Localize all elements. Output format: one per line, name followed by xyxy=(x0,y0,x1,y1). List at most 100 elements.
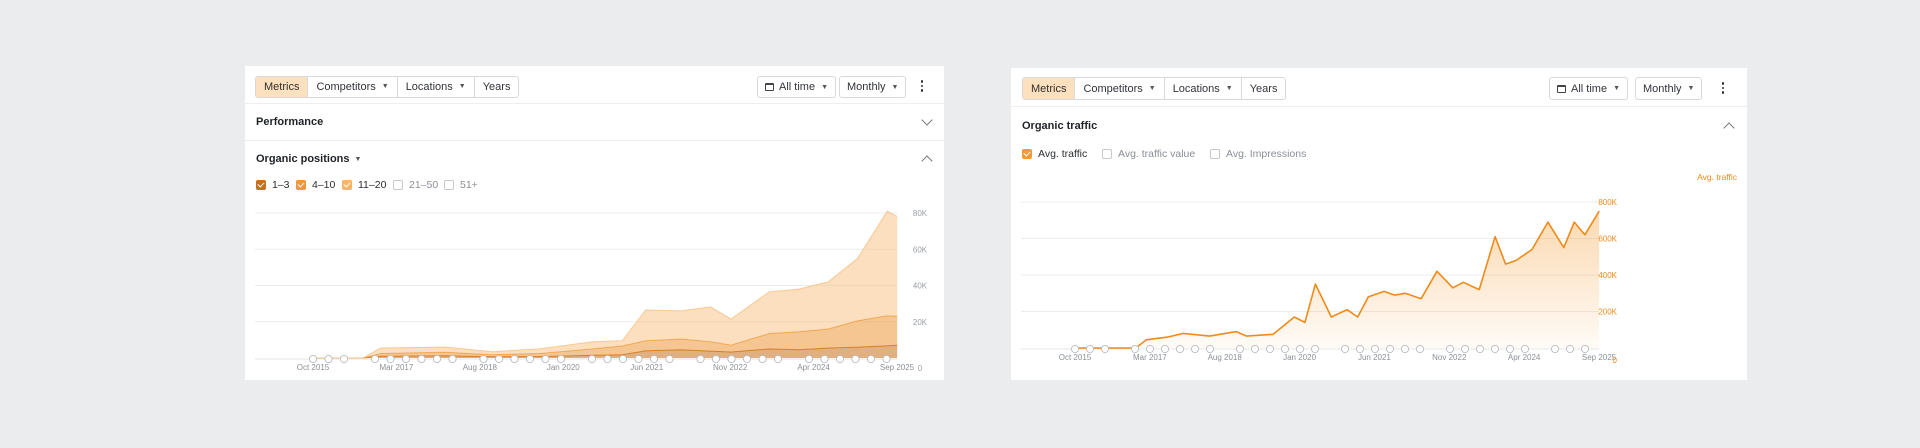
annotation-marker-icon[interactable] xyxy=(804,354,814,364)
annotation-marker-icon[interactable] xyxy=(758,354,767,364)
tab-locations-label: Locations xyxy=(1172,82,1220,95)
tab-competitors[interactable]: Competitors ▼ xyxy=(308,77,398,97)
more-menu-icon[interactable] xyxy=(918,78,926,94)
annotation-marker-icon[interactable] xyxy=(386,354,395,364)
annotation-marker-icon[interactable] xyxy=(1550,344,1560,354)
annotation-marker-icon[interactable] xyxy=(1340,344,1350,354)
annotation-marker-icon[interactable] xyxy=(1565,344,1575,354)
annotation-marker-icon[interactable] xyxy=(479,354,488,364)
annotation-marker-icon[interactable] xyxy=(727,354,736,364)
annotation-marker-icon[interactable] xyxy=(1475,344,1485,354)
annotation-marker-icon[interactable] xyxy=(1505,344,1515,354)
annotation-marker-icon[interactable] xyxy=(1130,344,1140,354)
chevron-down-icon: ▼ xyxy=(458,83,466,90)
annotation-marker-icon[interactable] xyxy=(1100,344,1110,354)
annotation-marker-icon[interactable] xyxy=(339,354,349,364)
annotation-marker-icon[interactable] xyxy=(1085,344,1095,354)
date-range-button[interactable]: All time ▼ xyxy=(757,76,836,98)
annotation-marker-icon[interactable] xyxy=(866,354,876,364)
legend-item-avg-traffic[interactable]: Avg. traffic xyxy=(1022,148,1087,160)
organic-traffic-title[interactable]: Organic traffic xyxy=(1022,120,1098,132)
annotation-marker-icon[interactable] xyxy=(1310,344,1320,354)
legend-item-4-10[interactable]: 4–10 xyxy=(296,179,335,191)
interval-button[interactable]: Monthly ▼ xyxy=(1635,77,1703,100)
annotation-marker-icon[interactable] xyxy=(1070,344,1080,354)
annotation-marker-icon[interactable] xyxy=(1355,344,1365,354)
organic-positions-label: Organic positions xyxy=(256,153,350,165)
tab-years[interactable]: Years xyxy=(482,81,511,93)
annotation-marker-icon[interactable] xyxy=(711,354,721,364)
annotation-marker-icon[interactable] xyxy=(587,354,597,364)
tab-locations[interactable]: Locations ▼ xyxy=(398,77,475,97)
annotation-marker-icon[interactable] xyxy=(556,354,566,364)
legend-item-1-3[interactable]: 1–3 xyxy=(256,179,290,191)
annotation-marker-icon[interactable] xyxy=(1400,344,1410,354)
annotation-marker-icon[interactable] xyxy=(696,354,705,364)
checkbox-checked-icon xyxy=(296,180,306,190)
annotation-marker-icon[interactable] xyxy=(1490,344,1500,354)
annotation-marker-icon[interactable] xyxy=(370,354,380,364)
tab-competitors[interactable]: Competitors ▼ xyxy=(1075,78,1165,99)
legend-item-51-plus[interactable]: 51+ xyxy=(444,179,478,191)
annotation-marker-icon[interactable] xyxy=(742,354,752,364)
legend-label: 21–50 xyxy=(409,179,439,191)
legend-item-avg-traffic-value[interactable]: Avg. traffic value xyxy=(1102,148,1195,160)
annotation-marker-icon[interactable] xyxy=(448,354,457,364)
tab-locations[interactable]: Locations ▼ xyxy=(1165,78,1242,99)
organic-positions-title[interactable]: Organic positions ▼ xyxy=(256,153,361,165)
annotation-marker-icon[interactable] xyxy=(1205,344,1215,354)
date-range-label: All time xyxy=(1571,82,1608,95)
tab-metrics[interactable]: Metrics xyxy=(1023,78,1076,99)
annotation-marker-icon[interactable] xyxy=(494,354,504,364)
tab-metrics[interactable]: Metrics xyxy=(256,77,309,97)
annotation-marker-icon[interactable] xyxy=(417,354,426,364)
tab-years[interactable]: Years xyxy=(1249,82,1278,95)
x-tick-label: Apr 2024 xyxy=(1508,353,1541,362)
annotation-marker-icon[interactable] xyxy=(1145,344,1155,354)
annotation-marker-icon[interactable] xyxy=(820,354,829,364)
annotation-marker-icon[interactable] xyxy=(649,354,659,364)
annotation-marker-icon[interactable] xyxy=(634,354,643,364)
annotation-marker-icon[interactable] xyxy=(324,354,333,364)
organic-positions-panel: Metrics Competitors ▼ Locations ▼ Years Al… xyxy=(245,66,944,380)
organic-traffic-panel: Metrics Competitors ▼ Locations ▼ Years Al… xyxy=(1011,68,1747,380)
legend-label: 1–3 xyxy=(272,179,290,191)
annotation-marker-icon[interactable] xyxy=(432,354,442,364)
annotation-marker-icon[interactable] xyxy=(1520,344,1530,354)
legend-item-avg-impressions[interactable]: Avg. Impressions xyxy=(1210,148,1306,160)
annotation-marker-icon[interactable] xyxy=(1250,344,1260,354)
legend-item-11-20[interactable]: 11–20 xyxy=(342,179,386,191)
annotation-marker-icon[interactable] xyxy=(1295,344,1305,354)
annotation-marker-icon[interactable] xyxy=(851,354,860,364)
area-1–3 xyxy=(313,345,898,358)
legend-item-21-50[interactable]: 21–50 xyxy=(393,179,438,191)
annotation-marker-icon[interactable] xyxy=(401,354,411,364)
annotation-marker-icon[interactable] xyxy=(1265,344,1275,354)
annotation-marker-icon[interactable] xyxy=(1160,344,1170,354)
annotation-marker-icon[interactable] xyxy=(835,354,845,364)
annotation-marker-icon[interactable] xyxy=(1190,344,1200,354)
annotation-marker-icon[interactable] xyxy=(541,354,550,364)
annotation-marker-icon[interactable] xyxy=(1280,344,1290,354)
annotation-marker-icon[interactable] xyxy=(525,354,535,364)
annotation-marker-icon[interactable] xyxy=(618,354,628,364)
annotation-marker-icon[interactable] xyxy=(1460,344,1470,354)
annotation-marker-icon[interactable] xyxy=(308,354,318,364)
interval-button[interactable]: Monthly ▼ xyxy=(839,76,907,98)
annotation-marker-icon[interactable] xyxy=(603,354,612,364)
performance-title[interactable]: Performance xyxy=(256,116,324,128)
annotation-marker-icon[interactable] xyxy=(1370,344,1380,354)
annotation-marker-icon[interactable] xyxy=(1235,344,1245,354)
annotation-marker-icon[interactable] xyxy=(510,354,519,364)
annotation-marker-icon[interactable] xyxy=(665,354,674,364)
date-range-button[interactable]: All time ▼ xyxy=(1549,77,1628,100)
more-menu-icon[interactable] xyxy=(1719,80,1727,96)
annotation-marker-icon[interactable] xyxy=(773,354,783,364)
x-tick-label: Aug 2018 xyxy=(463,363,498,372)
annotation-marker-icon[interactable] xyxy=(1580,344,1590,354)
annotation-marker-icon[interactable] xyxy=(1415,344,1425,354)
annotation-marker-icon[interactable] xyxy=(882,354,891,364)
annotation-marker-icon[interactable] xyxy=(1385,344,1395,354)
annotation-marker-icon[interactable] xyxy=(1445,344,1455,354)
annotation-marker-icon[interactable] xyxy=(1175,344,1185,354)
